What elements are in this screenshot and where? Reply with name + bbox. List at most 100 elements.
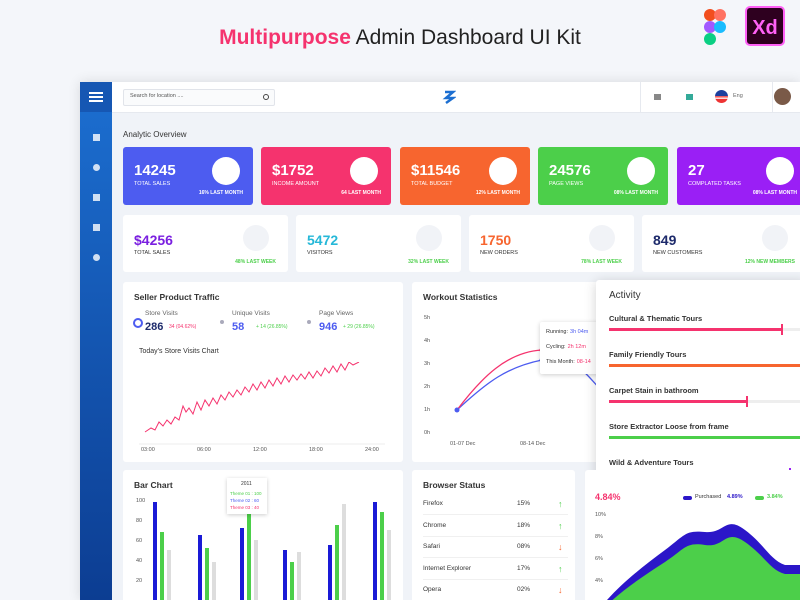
trend-arrow: ↑ <box>558 499 563 509</box>
message-icon[interactable] <box>686 94 693 100</box>
activity-panel: Activity Cultural & Thematic Tours Family… <box>596 280 800 492</box>
stat-label: COMPLATED TASKS <box>688 181 741 187</box>
chart-title: Today's Store Visits Chart <box>139 348 219 355</box>
metric-change: + 14 (26.85%) <box>256 324 288 330</box>
stat-change: 64 LAST MONTH <box>341 190 381 196</box>
stat-icon <box>212 157 240 185</box>
stat-change: 08% LAST MONTH <box>613 190 658 196</box>
stat-value: $1752 <box>272 162 314 179</box>
stat-icon <box>766 157 794 185</box>
menu-button[interactable] <box>80 82 112 112</box>
trend-arrow: ↑ <box>558 520 563 531</box>
xd-icon: Xd <box>745 6 785 46</box>
metric-name: Page Views <box>319 310 354 317</box>
tooltip-row: This Month: 08-14 <box>546 359 591 365</box>
stat-label: TOTAL BUDGET <box>411 181 453 187</box>
stat-value: 27 <box>688 162 705 179</box>
divider <box>423 535 568 537</box>
search-box[interactable]: Search for location .... <box>123 89 275 106</box>
summary-card: 1750 NEW ORDERS 78% LAST WEEK <box>469 215 634 272</box>
nav-icon[interactable] <box>93 254 100 261</box>
stat-card: 27 COMPLATED TASKS 08% LAST MONTH <box>677 147 800 205</box>
trend-arrow: ↓ <box>558 542 563 552</box>
legend-name: Purchased <box>695 494 722 500</box>
figma-icon <box>704 9 726 45</box>
tooltip-row: Theme 03 : 40 <box>230 505 260 510</box>
activity-handle <box>745 396 748 407</box>
language[interactable]: Eng <box>733 93 743 99</box>
stat-label: TOTAL SALES <box>134 181 171 187</box>
browser-share: 08% <box>517 543 531 550</box>
summary-change: 48% LAST WEEK <box>235 259 276 265</box>
avatar[interactable] <box>774 88 791 105</box>
stat-change: 16% LAST MONTH <box>198 190 243 196</box>
y-tick-label: 0h <box>424 430 431 436</box>
stat-change: 12% LAST MONTH <box>475 190 520 196</box>
y-tick-label: 2h <box>424 384 431 390</box>
summary-icon <box>416 225 442 251</box>
bar-chart <box>153 502 391 600</box>
x-tick-label: 06:00 <box>197 447 211 453</box>
summary-label: NEW CUSTOMERS <box>653 250 703 256</box>
activity-bar <box>609 364 800 367</box>
tooltip-value: 3h 04m <box>570 329 589 335</box>
store-visits-chart <box>139 362 385 445</box>
activity-bar <box>609 328 783 331</box>
activity-name: Family Friendly Tours <box>609 350 687 359</box>
y-tick-label: 4% <box>595 578 603 584</box>
tooltip-row: Cycling: 2h 12m <box>546 344 586 350</box>
summary-card: 5472 VISITORS 32% LAST WEEK <box>296 215 461 272</box>
nav-icon[interactable] <box>93 224 100 231</box>
metric-dot <box>133 318 143 328</box>
legend-value: 4.89% <box>727 494 743 500</box>
stat-value: $11546 <box>411 162 461 179</box>
metric-change: 34 (04.62%) <box>169 324 197 330</box>
browser-share: 18% <box>517 521 531 529</box>
browser-share: 15% <box>517 500 531 507</box>
y-tick-label: 100 <box>136 498 146 504</box>
y-tick-label: 3h <box>424 361 431 367</box>
browser-name: Opera <box>423 586 442 593</box>
notification-icon[interactable] <box>654 94 661 100</box>
nav-icon[interactable] <box>93 194 100 201</box>
x-tick-label: 03:00 <box>141 447 155 453</box>
metric-value: 286 <box>145 321 164 333</box>
nav-icon[interactable] <box>93 134 100 141</box>
metric-change: + 29 (26.85%) <box>343 324 375 330</box>
headline-rest: Admin Dashboard UI Kit <box>355 26 581 49</box>
legend-swatch <box>755 496 764 500</box>
summary-value: 1750 <box>480 232 512 248</box>
x-tick-label: 08-14 Dec <box>520 441 546 447</box>
divider <box>423 578 568 580</box>
browser-share: 17% <box>517 564 531 572</box>
panel-title: Browser Status <box>423 480 486 490</box>
metric-name: Store Visits <box>145 310 178 317</box>
stat-change: 08% LAST MONTH <box>752 190 797 196</box>
y-tick-label: 1h <box>424 407 431 413</box>
panel-title: Workout Statistics <box>423 292 498 302</box>
summary-change: 32% LAST WEEK <box>408 259 449 265</box>
summary-icon <box>589 225 615 251</box>
browser-name: Internet Explorer <box>423 564 472 572</box>
browser-name: Firefox <box>423 500 443 507</box>
summary-value: $4256 <box>134 232 173 248</box>
flag <box>715 90 728 103</box>
y-tick-label: 60 <box>136 538 143 544</box>
activity-bar <box>609 436 800 439</box>
activity-name: Store Extractor Loose from frame <box>609 422 729 431</box>
summary-icon <box>243 225 269 251</box>
browser-name: Safari <box>423 543 440 550</box>
tooltip-label: Cycling: <box>546 344 566 350</box>
metric-dot <box>307 320 311 324</box>
bar-chart-panel: Bar Chart 100 80 60 40 20 2011 Theme 01 : 100… <box>123 470 403 600</box>
stat-card: 24576 PAGE VIEWS 08% LAST MONTH <box>538 147 668 205</box>
summary-card: $4256 TOTAL SALES 48% LAST WEEK <box>123 215 288 272</box>
metric-value: 58 <box>232 321 245 333</box>
trend-arrow: ↑ <box>558 563 563 574</box>
nav-icon[interactable] <box>93 164 100 171</box>
traffic-panel: Seller Product Traffic Store Visits 286 34… <box>123 282 403 462</box>
x-tick-label: 01-07 Dec <box>450 441 476 447</box>
stat-value: 24576 <box>549 162 591 179</box>
area-value: 4.84% <box>595 492 621 502</box>
